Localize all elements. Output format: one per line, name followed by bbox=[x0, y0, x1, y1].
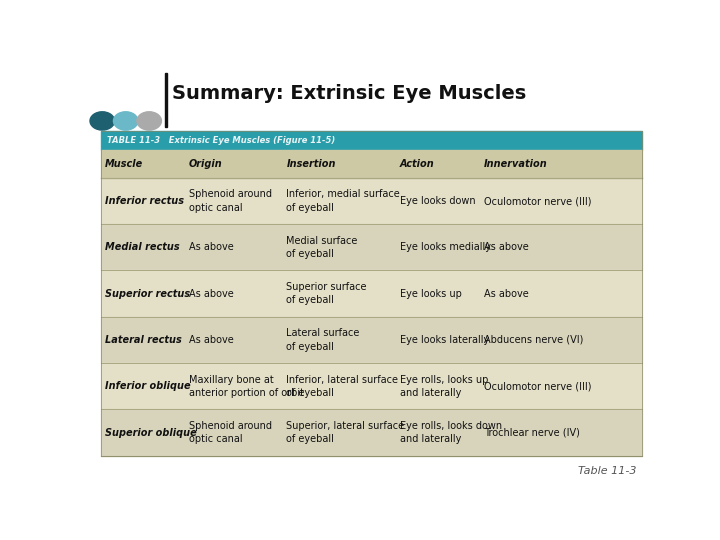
Text: Inferior oblique: Inferior oblique bbox=[105, 381, 191, 391]
Text: Eye rolls, looks down
and laterally: Eye rolls, looks down and laterally bbox=[400, 421, 502, 444]
Text: Oculomotor nerve (III): Oculomotor nerve (III) bbox=[484, 381, 591, 391]
Text: Superior rectus: Superior rectus bbox=[105, 288, 190, 299]
Circle shape bbox=[114, 112, 138, 130]
Bar bbox=[101, 224, 642, 271]
Text: Inferior, medial surface
of eyeball: Inferior, medial surface of eyeball bbox=[287, 190, 400, 213]
Text: Eye looks down: Eye looks down bbox=[400, 196, 476, 206]
Bar bbox=[101, 150, 642, 178]
Text: As above: As above bbox=[189, 335, 234, 345]
Text: Eye looks laterally: Eye looks laterally bbox=[400, 335, 490, 345]
Bar bbox=[166, 73, 167, 127]
Bar bbox=[101, 131, 642, 150]
Text: Origin: Origin bbox=[189, 159, 222, 169]
Bar bbox=[101, 317, 642, 363]
Circle shape bbox=[137, 112, 161, 130]
Text: Trochlear nerve (IV): Trochlear nerve (IV) bbox=[484, 428, 580, 437]
Text: TABLE 11-3   Extrinsic Eye Muscles (Figure 11-5): TABLE 11-3 Extrinsic Eye Muscles (Figure… bbox=[107, 136, 335, 145]
Text: As above: As above bbox=[189, 288, 234, 299]
Text: Inferior, lateral surface
of eyeball: Inferior, lateral surface of eyeball bbox=[287, 375, 398, 398]
Text: Eye rolls, looks up
and laterally: Eye rolls, looks up and laterally bbox=[400, 375, 488, 398]
Text: Inferior rectus: Inferior rectus bbox=[105, 196, 184, 206]
Text: Maxillary bone at
anterior portion of orbit: Maxillary bone at anterior portion of or… bbox=[189, 375, 304, 398]
Text: Superior, lateral surface
of eyeball: Superior, lateral surface of eyeball bbox=[287, 421, 405, 444]
Text: Superior oblique: Superior oblique bbox=[105, 428, 197, 437]
Text: Muscle: Muscle bbox=[105, 159, 143, 169]
Text: As above: As above bbox=[484, 242, 528, 252]
Text: Abducens nerve (VI): Abducens nerve (VI) bbox=[484, 335, 583, 345]
Text: Lateral rectus: Lateral rectus bbox=[105, 335, 182, 345]
Text: Sphenoid around
optic canal: Sphenoid around optic canal bbox=[189, 190, 272, 213]
Bar bbox=[101, 178, 642, 224]
Text: As above: As above bbox=[189, 242, 234, 252]
Bar bbox=[101, 271, 642, 317]
Text: As above: As above bbox=[484, 288, 528, 299]
Text: Sphenoid around
optic canal: Sphenoid around optic canal bbox=[189, 421, 272, 444]
Circle shape bbox=[90, 112, 114, 130]
Text: Eye looks medially: Eye looks medially bbox=[400, 242, 491, 252]
Text: Medial rectus: Medial rectus bbox=[105, 242, 180, 252]
Text: Oculomotor nerve (III): Oculomotor nerve (III) bbox=[484, 196, 591, 206]
Text: Insertion: Insertion bbox=[287, 159, 336, 169]
Text: Table 11-3: Table 11-3 bbox=[578, 467, 637, 476]
Text: Lateral surface
of eyeball: Lateral surface of eyeball bbox=[287, 328, 360, 352]
Text: Superior surface
of eyeball: Superior surface of eyeball bbox=[287, 282, 367, 305]
Bar bbox=[101, 409, 642, 456]
Bar bbox=[101, 363, 642, 409]
Text: Action: Action bbox=[400, 159, 435, 169]
Text: Innervation: Innervation bbox=[484, 159, 548, 169]
Text: Eye looks up: Eye looks up bbox=[400, 288, 462, 299]
Text: Summary: Extrinsic Eye Muscles: Summary: Extrinsic Eye Muscles bbox=[172, 84, 526, 103]
Text: Medial surface
of eyeball: Medial surface of eyeball bbox=[287, 236, 358, 259]
